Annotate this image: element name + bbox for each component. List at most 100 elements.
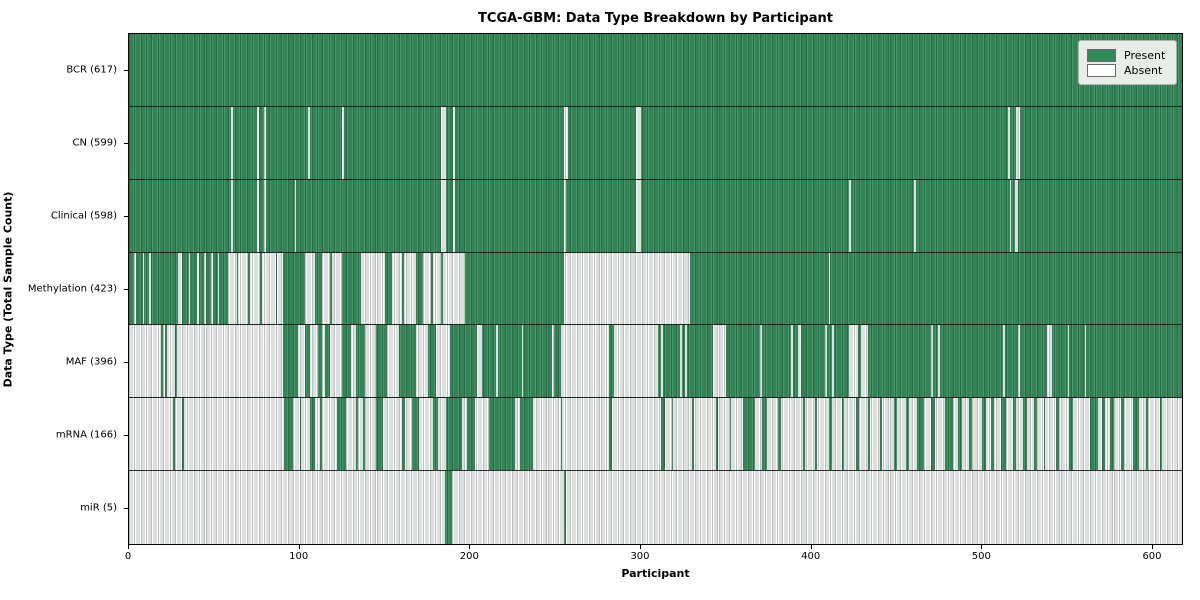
absent-run [1067, 325, 1070, 398]
chart-title: TCGA-GBM: Data Type Breakdown by Partici… [478, 11, 833, 26]
absent-run [163, 325, 165, 398]
present-run [958, 398, 962, 471]
present-run [842, 398, 845, 471]
present-run [1089, 398, 1099, 471]
absent-run [134, 252, 136, 325]
absent-run [297, 325, 305, 398]
absent-run [210, 252, 213, 325]
absent-run [441, 179, 447, 252]
absent-run [422, 252, 432, 325]
plot-area [128, 33, 1183, 545]
y-tick-label-methylation: Methylation (423) [27, 283, 117, 295]
present-run [362, 398, 365, 471]
absent-run [1047, 325, 1053, 398]
y-tick-mark [124, 142, 128, 144]
heatmap-row-mir [129, 471, 1182, 544]
absent-run [262, 252, 276, 325]
x-tick-label-400: 400 [801, 551, 821, 562]
absent-run [391, 252, 403, 325]
present-run [1146, 398, 1148, 471]
present-run [489, 398, 515, 471]
absent-run [227, 252, 237, 325]
y-tick-mark [124, 69, 128, 71]
absent-run [231, 106, 234, 179]
absent-run [680, 325, 682, 398]
x-tick-mark [128, 545, 129, 549]
x-tick-label-100: 100 [289, 551, 309, 562]
present-run [284, 398, 293, 471]
absent-swatch-icon [1087, 64, 1116, 77]
x-tick-label-500: 500 [971, 551, 991, 562]
absent-run [386, 325, 399, 398]
absent-run [142, 252, 145, 325]
absent-run [321, 252, 331, 325]
x-tick-mark [469, 545, 471, 549]
present-run [299, 398, 302, 471]
absent-run [436, 325, 450, 398]
absent-run [849, 179, 851, 252]
heatmap-row-cn [129, 106, 1182, 180]
x-tick-mark [639, 545, 641, 549]
x-tick-mark [1151, 545, 1153, 549]
present-run [412, 398, 420, 471]
present-run [716, 398, 718, 471]
y-tick-label-cn: CN (599) [72, 137, 117, 149]
absent-run [861, 325, 868, 398]
present-run [355, 398, 358, 471]
x-tick-label-600: 600 [1142, 551, 1162, 562]
present-run [856, 398, 860, 471]
x-tick-label-0: 0 [124, 551, 132, 562]
absent-run [453, 179, 455, 252]
heatmap-row-maf [129, 325, 1182, 399]
present-run [309, 398, 315, 471]
present-run [671, 398, 674, 471]
absent-run [564, 252, 691, 325]
present-run [803, 398, 805, 471]
absent-run [1007, 106, 1010, 179]
absent-run [415, 325, 428, 398]
y-tick-mark [124, 215, 128, 217]
absent-run [1084, 325, 1087, 398]
absent-run [364, 325, 377, 398]
legend-absent-label: Absent [1124, 64, 1163, 77]
absent-run [560, 325, 609, 398]
present-run [661, 398, 665, 471]
absent-run [403, 252, 416, 325]
present-run [376, 398, 384, 471]
absent-run [712, 325, 727, 398]
present-run [692, 398, 694, 471]
present-run [1101, 398, 1106, 471]
y-tick-mark [124, 289, 128, 290]
present-run [828, 398, 833, 471]
absent-run [937, 325, 940, 398]
present-run [320, 398, 322, 471]
absent-run [294, 179, 297, 252]
present-run [990, 398, 995, 471]
absent-run [635, 106, 641, 179]
present-run [1069, 398, 1073, 471]
present-run [1132, 398, 1140, 471]
present-run [1159, 398, 1162, 471]
y-tick-mark [124, 508, 128, 510]
present-run [867, 398, 870, 471]
heatmap-row-mrna [129, 398, 1182, 472]
absent-run [263, 106, 266, 179]
absent-run [521, 325, 524, 398]
y-tick-mark [124, 435, 128, 437]
present-run [466, 398, 476, 471]
present-run [777, 398, 781, 471]
x-tick-mark [981, 545, 983, 549]
absent-run [231, 179, 234, 252]
legend: Present Absent [1078, 40, 1177, 85]
x-tick-mark [298, 545, 300, 549]
absent-run [798, 325, 802, 398]
present-run [608, 398, 612, 471]
absent-run [350, 325, 356, 398]
present-run [815, 398, 817, 471]
present-run [893, 398, 897, 471]
absent-run [495, 325, 498, 398]
legend-item-absent: Absent [1087, 64, 1168, 77]
present-run [432, 398, 438, 471]
y-tick-mark [124, 362, 128, 364]
